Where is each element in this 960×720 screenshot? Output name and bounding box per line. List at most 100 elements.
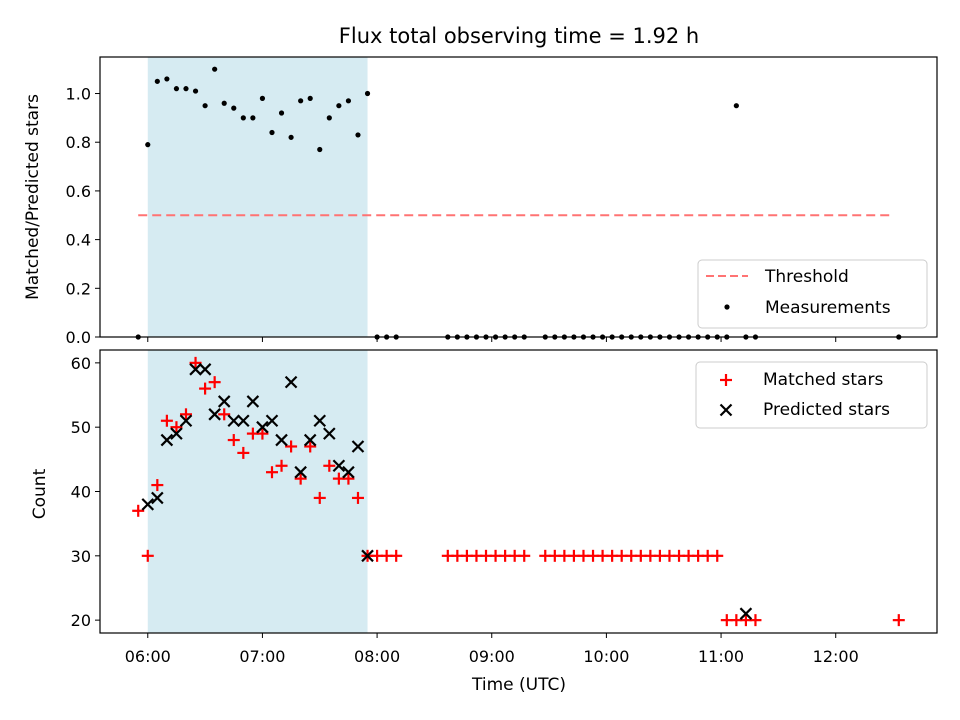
predicted-star-marker	[198, 363, 212, 376]
predicted-star-marker	[179, 414, 193, 428]
measurement-point	[364, 90, 371, 97]
matched-star-marker	[390, 549, 403, 562]
top-panel: 0.0 0.2 0.4 0.6 0.8 1.0 Matched/Predicted sta…	[23, 56, 938, 347]
matched-legend-label: Matched stars	[763, 370, 883, 390]
predicted-star-marker	[275, 433, 288, 447]
predicted-legend-label: Predicted stars	[763, 400, 890, 420]
predicted-star-marker	[303, 433, 317, 447]
matched-star-marker	[189, 356, 202, 369]
matched-star-marker	[179, 408, 192, 421]
bottom-legend: Matched stars Predicted stars	[695, 361, 928, 429]
measurement-point	[307, 95, 313, 101]
x-axis-label: Time (UTC)	[471, 675, 566, 695]
measurement-point	[250, 115, 256, 121]
x-tick-label: 06:00	[125, 647, 171, 666]
measurement-point	[733, 103, 739, 109]
matched-star-marker	[265, 466, 278, 479]
predicted-star-marker	[332, 459, 346, 473]
predicted-star-marker	[189, 363, 202, 376]
matched-star-marker	[170, 421, 183, 434]
predicted-star-marker	[217, 395, 231, 408]
measurement-point	[240, 115, 246, 121]
measurement-point	[326, 115, 332, 121]
matched-star-marker	[518, 549, 531, 562]
measurement-point	[212, 66, 218, 72]
x-tick-label: 09:00	[469, 647, 515, 666]
predicted-star-marker	[342, 465, 355, 479]
matched-star-marker	[294, 472, 307, 485]
top-legend: Threshold Measurements	[697, 259, 928, 329]
predicted-star-marker	[265, 414, 279, 428]
measurement-point	[278, 110, 285, 116]
predicted-star-marker	[739, 607, 753, 620]
matched-legend-swatch	[720, 374, 732, 386]
matched-star-marker	[285, 440, 298, 453]
measurement-point	[288, 134, 294, 140]
matched-star-marker	[892, 614, 905, 627]
measurement-point	[336, 103, 342, 109]
matched-star-marker	[711, 549, 724, 562]
predicted-star-marker	[313, 414, 327, 428]
bottom-y-axis-label: Count	[30, 468, 50, 519]
predicted-star-marker	[160, 433, 174, 447]
observing-window-span	[147, 350, 368, 633]
chart-title: Flux total observing time = 1.92 h	[339, 24, 699, 48]
predicted-star-marker	[141, 498, 155, 511]
predicted-star-marker	[170, 427, 183, 440]
matched-star-marker	[199, 382, 212, 395]
predicted-legend-swatch	[719, 403, 733, 417]
matched-star-marker	[237, 446, 250, 459]
predicted-star-marker	[323, 427, 336, 440]
x-tick-label: 08:00	[354, 647, 400, 666]
predicted-star-marker	[256, 420, 269, 434]
matched-star-marker	[160, 414, 173, 427]
predicted-star-marker	[284, 375, 298, 389]
matched-star-marker	[218, 408, 231, 421]
matched-star-marker	[256, 427, 269, 440]
top-y-axis-label: Matched/Predicted stars	[23, 94, 43, 300]
matched-star-marker	[313, 491, 326, 504]
measurement-point	[202, 103, 208, 109]
x-tick-label: 11:00	[698, 647, 744, 666]
top-y-tick-label: 0.8	[66, 133, 91, 152]
matched-star-marker	[749, 614, 762, 627]
bottom-y-tick-label: 20	[71, 611, 91, 630]
matched-star-marker	[275, 459, 288, 472]
matched-star-marker	[342, 472, 355, 485]
predicted-star-marker	[227, 414, 241, 428]
predicted-star-marker	[351, 440, 365, 453]
measurement-point	[345, 98, 352, 104]
top-y-tick-label: 0.0	[66, 328, 91, 347]
top-y-tick-label: 0.2	[66, 279, 91, 298]
predicted-star-marker	[294, 465, 307, 479]
measurement-point	[231, 105, 237, 111]
bottom-y-tick-label: 40	[71, 483, 91, 502]
matched-star-marker	[304, 440, 317, 453]
x-tick-label: 12:00	[813, 647, 859, 666]
measurement-point	[173, 86, 180, 92]
bottom-y-tick-label: 30	[71, 547, 91, 566]
matched-star-marker	[351, 491, 364, 504]
predicted-star-marker	[208, 408, 221, 421]
bottom-y-tick-label: 50	[71, 418, 91, 437]
top-y-tick-label: 1.0	[66, 85, 91, 104]
measurement-point	[269, 129, 275, 136]
measurement-point	[183, 86, 189, 92]
x-tick-label: 10:00	[583, 647, 629, 666]
measurement-point	[259, 95, 266, 101]
matched-star-marker	[141, 549, 154, 562]
matched-star-marker	[151, 479, 164, 492]
matched-star-marker	[323, 459, 336, 472]
matched-star-marker	[227, 434, 240, 447]
predicted-star-marker	[246, 395, 260, 408]
top-axes-frame	[99, 56, 938, 338]
measurement-point	[164, 76, 170, 82]
measurement-point	[192, 88, 199, 94]
threshold-legend-label: Threshold	[764, 267, 849, 287]
bottom-panel: 20 30 40 50 60 06:00 07:00 08:00 09:00 10:00 11:0…	[30, 349, 938, 695]
measurement-point	[154, 78, 160, 84]
measurement-point	[355, 132, 361, 138]
predicted-star-marker	[237, 414, 250, 428]
predicted-star-marker	[151, 491, 164, 505]
